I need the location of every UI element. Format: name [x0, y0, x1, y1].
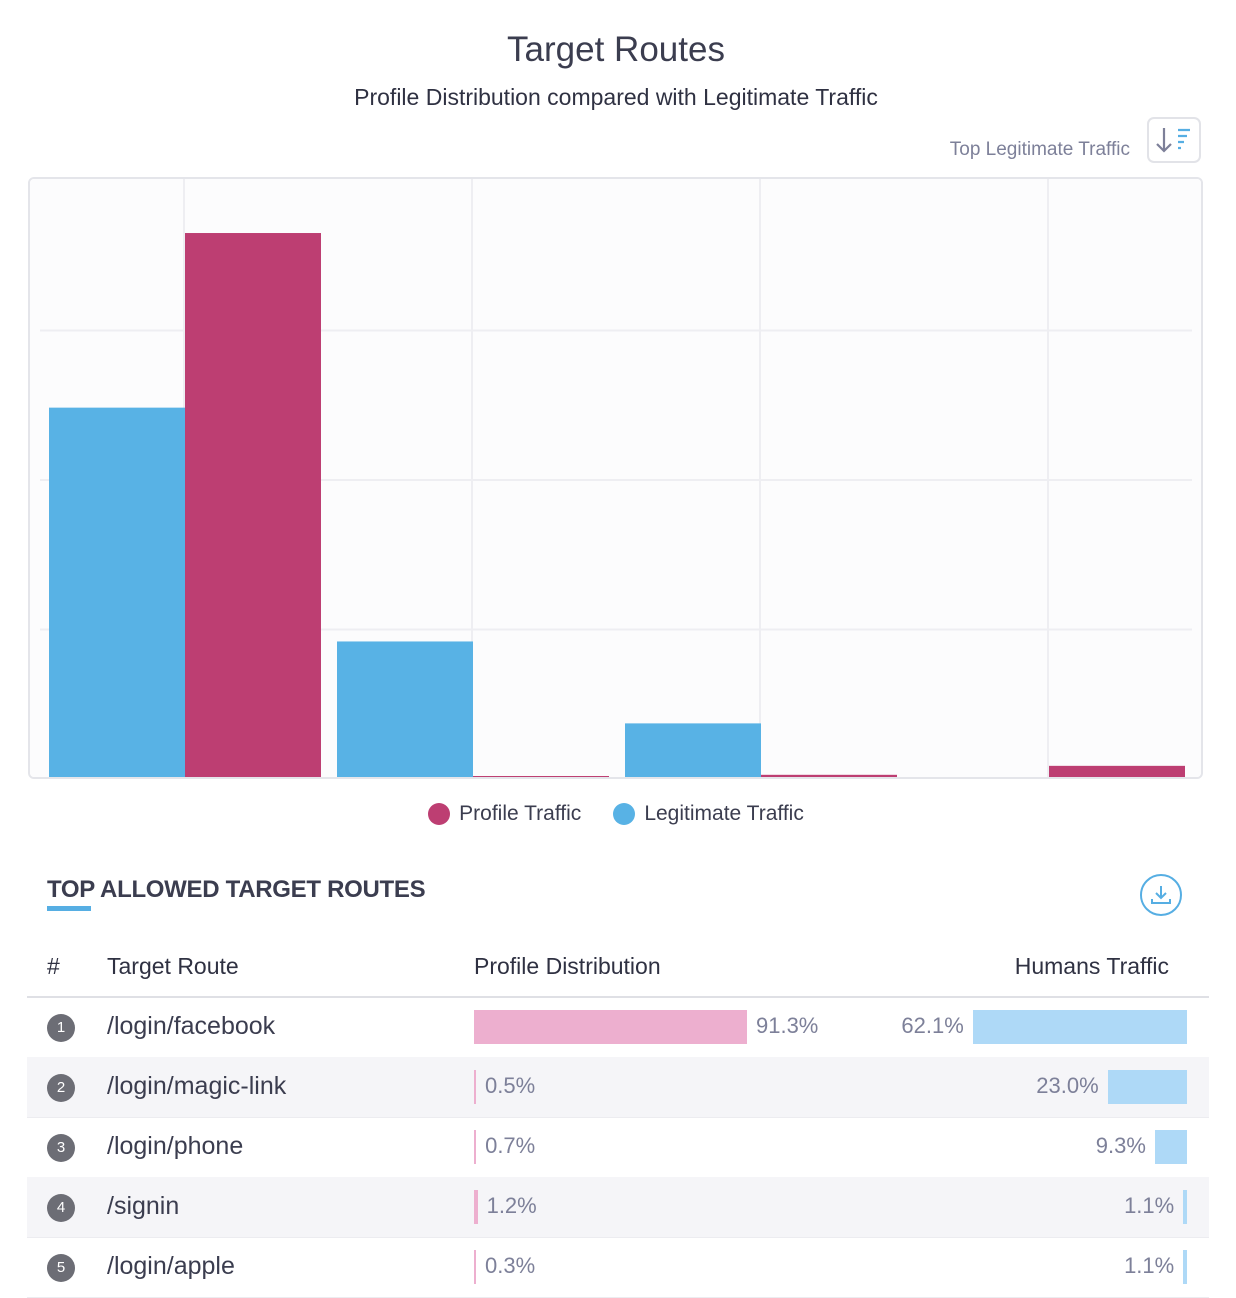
download-icon: [1151, 886, 1171, 904]
bar-profile-1[interactable]: [473, 776, 609, 779]
profile-bar: [474, 1130, 477, 1164]
table-row[interactable]: 4 /signin 1.2% 1.1%: [27, 1177, 1209, 1238]
humans-bar: [1154, 1130, 1187, 1164]
profile-value: 0.3%: [485, 1253, 536, 1278]
download-button[interactable]: [1140, 874, 1182, 916]
legend-legit[interactable]: Legitimate Traffic: [613, 802, 804, 826]
bar-chart: [30, 179, 1201, 779]
bar-profile-0[interactable]: [185, 233, 321, 779]
humans-value: 1.1%: [1124, 1253, 1175, 1278]
route-name: /login/facebook: [107, 1012, 276, 1040]
profile-value: 1.2%: [486, 1193, 537, 1218]
humans-value: 23.0%: [1036, 1073, 1099, 1098]
route-name: /login/magic-link: [107, 1072, 287, 1100]
bar-legit-0[interactable]: [49, 407, 185, 779]
sort-label: Top Legitimate Traffic: [949, 139, 1130, 160]
header-route: Target Route: [107, 953, 239, 979]
rank-badge: 1: [47, 1014, 75, 1042]
section-title: TOP ALLOWED TARGET ROUTES: [47, 876, 426, 903]
profile-value: 0.5%: [485, 1073, 536, 1098]
legend-profile[interactable]: Profile Traffic: [428, 802, 581, 826]
chart-subtitle: Profile Distribution compared with Legit…: [354, 84, 878, 110]
humans-value: 62.1%: [901, 1013, 964, 1038]
humans-bar: [1183, 1250, 1187, 1284]
bar-legit-3[interactable]: [913, 777, 1049, 779]
rank-badge: 4: [47, 1194, 75, 1222]
header-profile[interactable]: Profile Distribution: [474, 953, 661, 979]
humans-bar: [1107, 1070, 1187, 1104]
rank-badge: 3: [47, 1134, 75, 1162]
profile-bar: [474, 1250, 476, 1284]
route-name: /login/phone: [107, 1132, 244, 1160]
sort-button[interactable]: [1147, 117, 1201, 163]
profile-dot-icon: [428, 803, 451, 825]
chart-area: [28, 177, 1203, 779]
bar-legit-2[interactable]: [625, 723, 761, 779]
rank-badge: 2: [47, 1074, 75, 1102]
bar-profile-3[interactable]: [1049, 765, 1185, 779]
table-row[interactable]: 3 /login/phone 0.7% 9.3%: [27, 1117, 1209, 1178]
title-underline: [47, 906, 91, 911]
humans-value: 9.3%: [1095, 1133, 1146, 1158]
table-header: # Target Route Profile Distribution Huma…: [27, 950, 1209, 998]
humans-bar: [972, 1010, 1187, 1044]
legit-dot-icon: [613, 803, 636, 825]
route-name: /login/apple: [107, 1252, 235, 1280]
humans-value: 1.1%: [1124, 1193, 1175, 1218]
bar-profile-2[interactable]: [761, 774, 897, 779]
profile-value: 0.7%: [485, 1133, 536, 1158]
route-name: /signin: [107, 1192, 180, 1220]
table-row[interactable]: 1 /login/facebook 91.3% 62.1%: [27, 997, 1209, 1058]
rank-badge: 5: [47, 1254, 75, 1282]
header-humans[interactable]: Humans Traffic: [1014, 953, 1169, 979]
profile-bar: [474, 1070, 476, 1104]
header-num: #: [47, 953, 60, 979]
legend-legit-label: Legitimate Traffic: [644, 802, 804, 825]
chart-legend: Profile Traffic Legitimate Traffic: [0, 802, 1232, 826]
sort-descending-icon: [1156, 128, 1190, 153]
table-row[interactable]: 2 /login/magic-link 0.5% 23.0%: [27, 1057, 1209, 1118]
legend-profile-label: Profile Traffic: [459, 802, 582, 825]
profile-value: 91.3%: [755, 1013, 819, 1038]
profile-bar: [474, 1190, 478, 1224]
chart-title: Target Routes: [507, 30, 725, 69]
table-row[interactable]: 5 /login/apple 0.3% 1.1%: [27, 1237, 1209, 1298]
profile-bar: [474, 1010, 747, 1044]
bar-legit-1[interactable]: [337, 641, 473, 779]
humans-bar: [1183, 1190, 1187, 1224]
